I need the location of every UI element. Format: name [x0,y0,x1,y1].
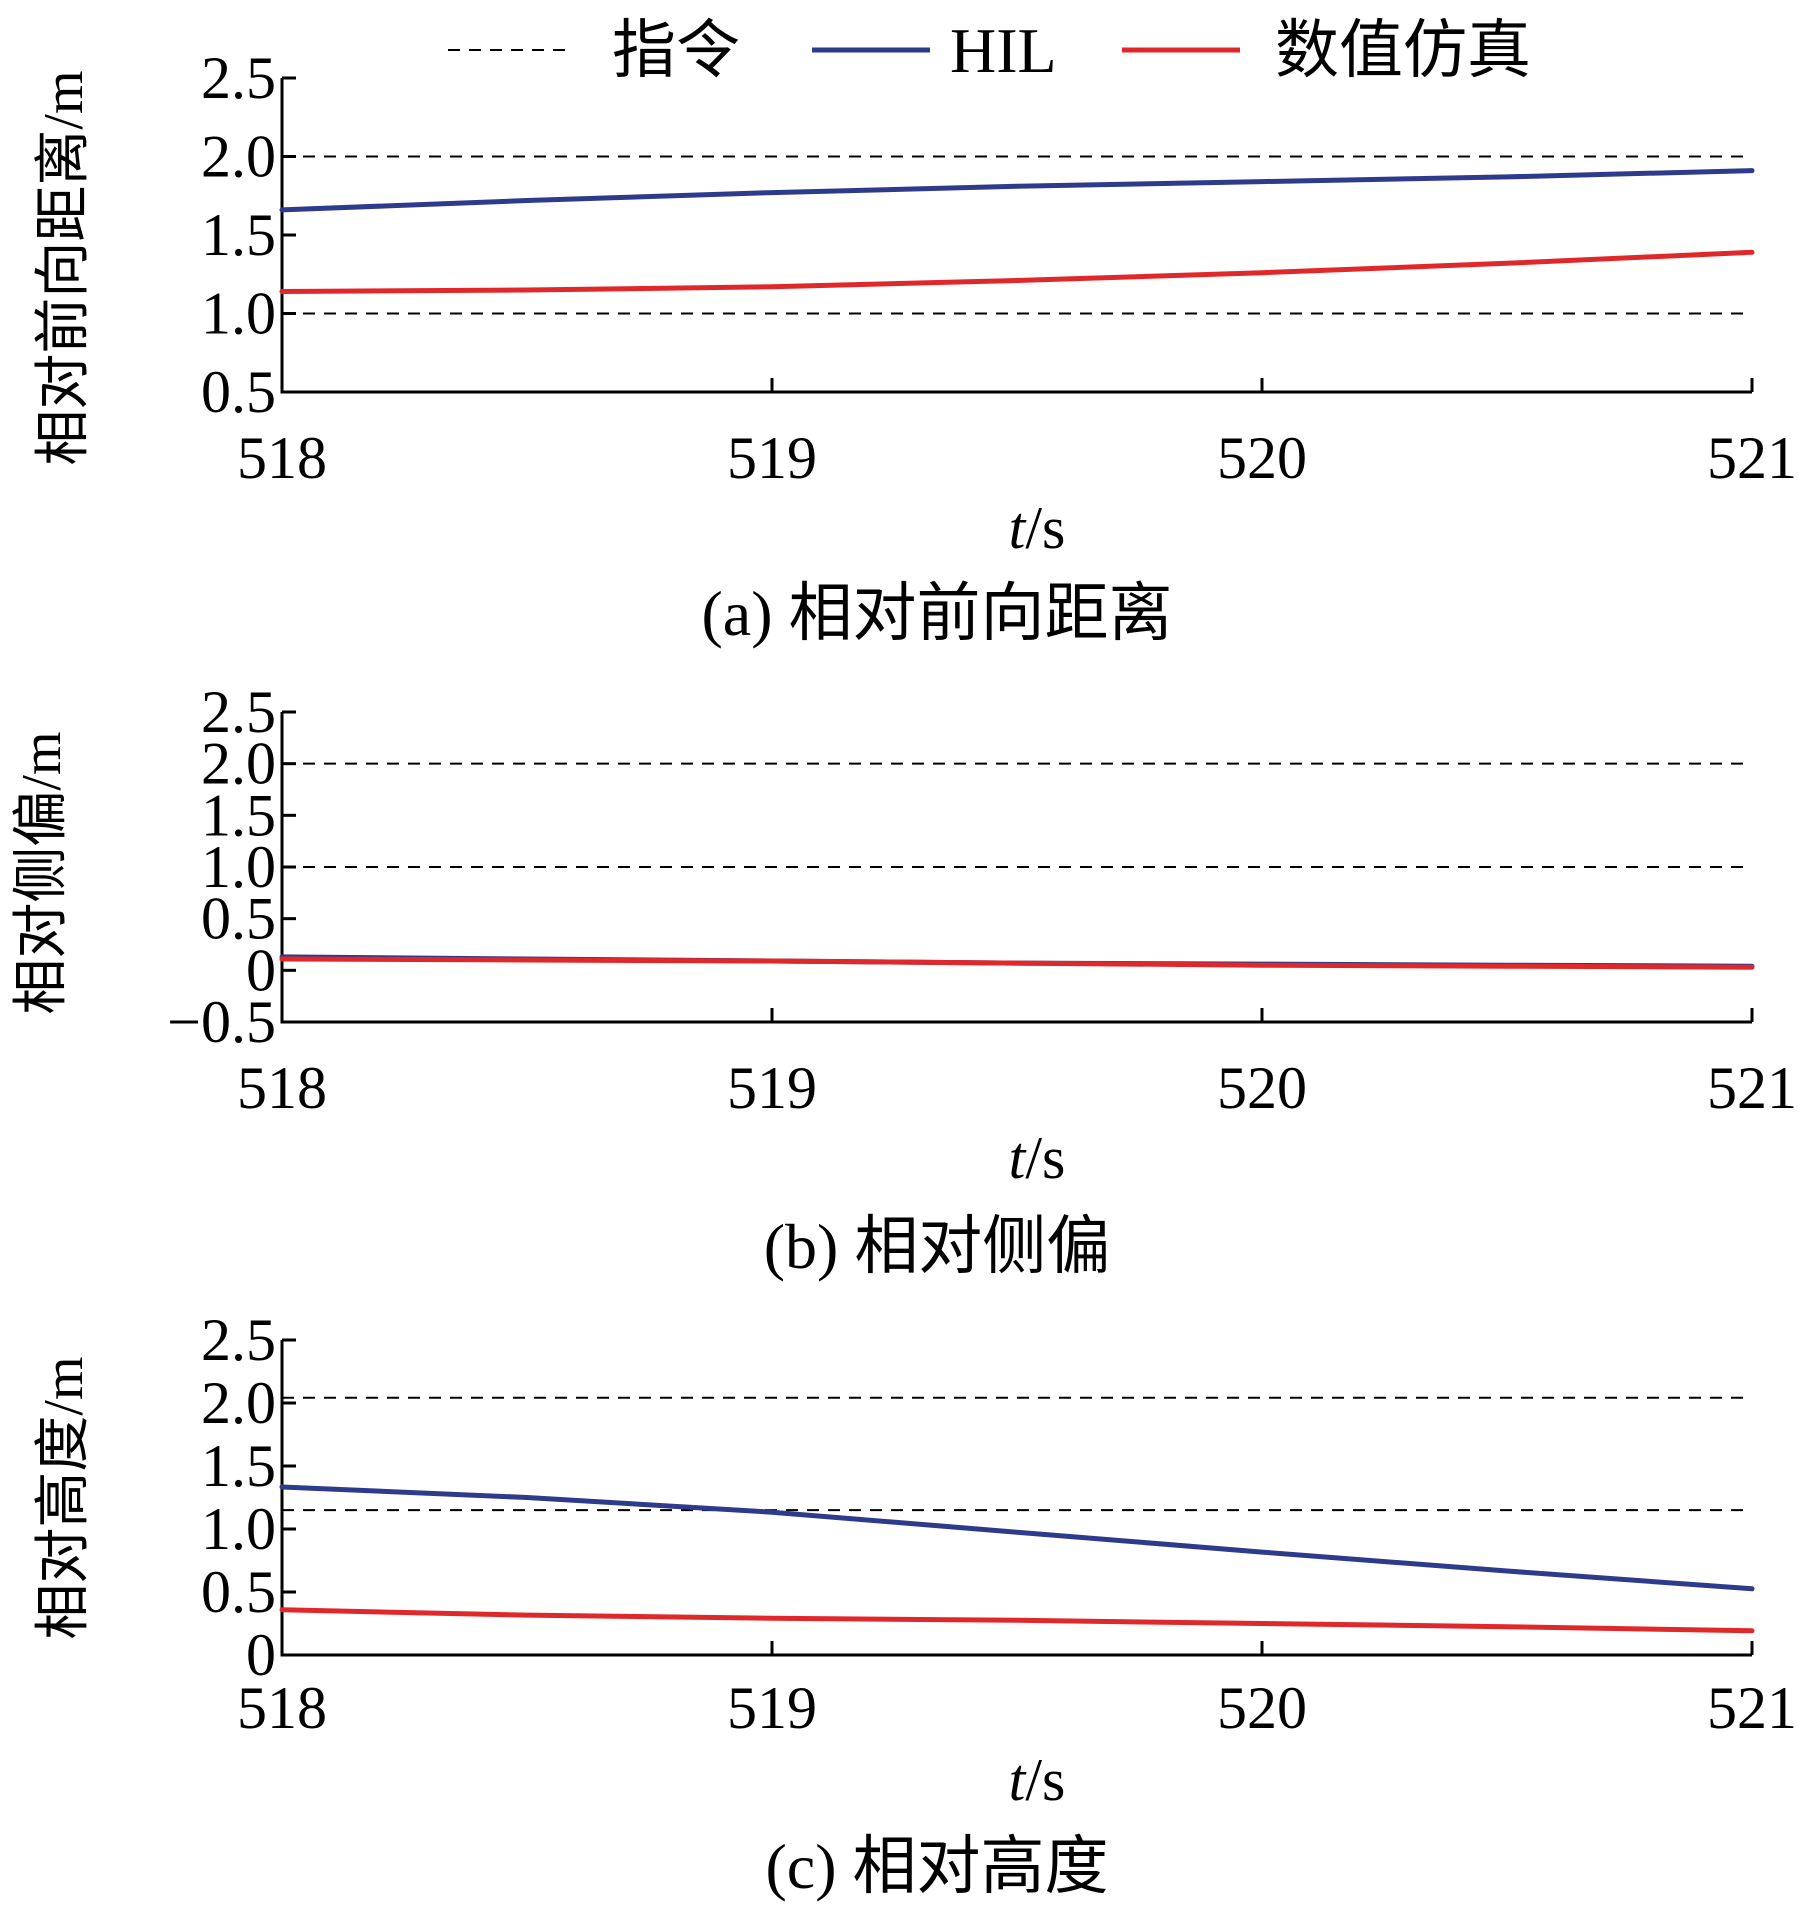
y-tick-label: 0.5 [201,886,276,952]
y-tick-label: 1.0 [201,834,276,900]
x-axis-title-unit: /s [1025,1125,1065,1191]
x-tick-label: 520 [1217,1055,1307,1121]
y-tick-label: 1.0 [201,281,276,347]
x-tick-label: 519 [727,1675,817,1741]
panel-caption: (c) 相对高度 [765,1831,1108,1902]
series-line-numerical-sim [279,956,1755,970]
x-tick-label: 520 [1217,425,1307,491]
x-axis-title: t/s [1009,1747,1066,1813]
y-tick-label: 2.0 [201,1370,276,1436]
x-tick-label: 521 [1707,1675,1797,1741]
x-axis-title: t/s [1009,1125,1066,1191]
y-tick-label: 1.5 [201,1433,276,1499]
series-line-numerical-sim [279,1607,1755,1634]
y-tick-label: 2.0 [201,124,276,190]
y-tick-label: 1.5 [201,782,276,848]
y-axis-title: 相对高度/m [33,1356,95,1639]
y-tick-label: 1.5 [201,202,276,268]
y-tick-label: −0.5 [167,989,276,1055]
x-tick-label: 518 [237,1055,327,1121]
y-tick-label: 0 [246,937,276,1003]
x-tick-label: 519 [727,1055,817,1121]
x-tick-label: 518 [237,1675,327,1741]
x-tick-label: 519 [727,425,817,491]
x-axis-title-var: t [1009,1125,1027,1191]
y-axis-title: 相对前向距离/m [33,70,95,465]
x-axis-title: t/s [1009,495,1066,561]
legend-label-0: 指令 [612,15,740,86]
y-tick-label: 2.5 [201,1307,276,1373]
y-tick-label: 2.0 [201,731,276,797]
y-tick-label: 0.5 [201,359,276,425]
panel-caption: (a) 相对前向距离 [701,578,1172,649]
x-tick-label: 521 [1707,1055,1797,1121]
series-line-hil [279,1484,1755,1592]
x-axis-title-unit: /s [1025,495,1065,561]
y-tick-label: 2.5 [201,679,276,745]
x-tick-label: 521 [1707,425,1797,491]
series-line-hil [279,168,1755,213]
series-line-numerical-sim [279,249,1755,294]
y-axis-title: 相对侧偏/m [11,731,73,1014]
legend: 指令 HIL 数值仿真 [448,15,1531,86]
y-tick-label: 2.5 [201,45,276,111]
panel-caption: (b) 相对侧偏 [764,1211,1111,1282]
x-axis-title-var: t [1009,1747,1027,1813]
x-tick-label: 518 [237,425,327,491]
x-axis-title-var: t [1009,495,1027,561]
y-tick-label: 0 [246,1622,276,1688]
y-tick-label: 1.0 [201,1496,276,1562]
y-tick-label: 0.5 [201,1559,276,1625]
axes-frame [280,78,1752,394]
legend-label-2: 数值仿真 [1275,15,1531,86]
legend-label-1: HIL [950,15,1057,86]
x-tick-label: 520 [1217,1675,1307,1741]
x-axis-title-unit: /s [1025,1747,1065,1813]
